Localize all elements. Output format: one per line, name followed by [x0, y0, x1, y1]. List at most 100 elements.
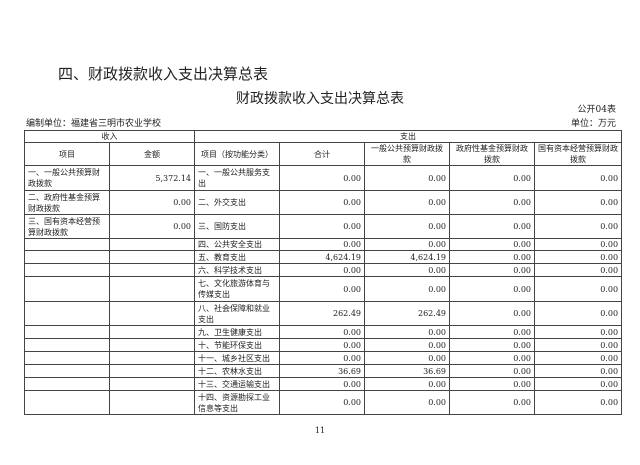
table-cell	[109, 325, 195, 339]
table-cell	[109, 250, 195, 264]
table-cell: 0.00	[364, 263, 450, 277]
table-cell: 36.69	[279, 364, 365, 378]
column-header: 合计	[279, 142, 365, 166]
page-number: 11	[314, 426, 326, 435]
table-cell	[24, 377, 110, 391]
table-cell	[109, 301, 195, 326]
table-cell: 0.00	[449, 325, 535, 339]
table-cell: 0.00	[279, 325, 365, 339]
table-cell: 0.00	[279, 165, 365, 191]
column-header: 政府性基金预算财政拨款	[449, 142, 535, 166]
table-cell	[24, 301, 110, 326]
table-cell: 四、公共安全支出	[194, 238, 280, 251]
table-cell	[109, 338, 195, 352]
table-row: 五、教育支出 4,624.19 4,624.19 0.00 0.00	[24, 250, 623, 264]
table-cell	[109, 377, 195, 391]
table-cell: 八、社会保障和就业支出	[194, 301, 280, 326]
table-row: 六、科学技术支出 0.00 0.00 0.00 0.00	[24, 263, 623, 277]
column-header: 金额	[109, 142, 195, 166]
form-number: 公开04表	[577, 105, 616, 115]
table-cell	[24, 276, 110, 302]
table-row: 九、卫生健康支出 0.00 0.00 0.00 0.00	[24, 325, 623, 339]
table-cell	[109, 351, 195, 365]
table-cell	[24, 250, 110, 264]
table-cell: 0.00	[279, 390, 365, 415]
table-cell: 36.69	[364, 364, 450, 378]
table-cell: 0.00	[279, 263, 365, 277]
table-cell: 0.00	[109, 190, 195, 215]
table-cell: 0.00	[533, 338, 623, 352]
table-cell: 0.00	[533, 165, 623, 191]
table-cell	[24, 390, 110, 415]
table-cell: 0.00	[364, 351, 450, 365]
table-cell: 0.00	[449, 165, 535, 191]
table-cell: 0.00	[449, 338, 535, 352]
table-cell	[109, 390, 195, 415]
table-cell: 0.00	[449, 190, 535, 215]
unit-label: 单位：万元	[570, 119, 616, 129]
table-cell: 0.00	[449, 276, 535, 302]
table-row: 十一、城乡社区支出 0.00 0.00 0.00 0.00	[24, 351, 623, 365]
organization: 编制单位：福建省三明市农业学校	[26, 119, 162, 129]
table-cell: 0.00	[364, 325, 450, 339]
table-row: 七、文化旅游体育与传媒支出 0.00 0.00 0.00 0.00	[24, 276, 623, 302]
table-cell: 二、政府性基金预算财政拨款	[24, 190, 110, 215]
table-cell: 0.00	[364, 214, 450, 239]
table-cell: 一、一般公共预算财政拨款	[24, 165, 110, 191]
table-row: 三、国有资本经营预算财政拨款 0.00 三、国防支出 0.00 0.00 0.00 0.00	[24, 214, 623, 239]
table-cell: 0.00	[279, 351, 365, 365]
table-cell	[24, 325, 110, 339]
table-title: 财政拨款收入支出决算总表	[236, 91, 404, 107]
table-cell: 六、科学技术支出	[194, 263, 280, 277]
table-row: 十四、资源勘探工业信息等支出 0.00 0.00 0.00 0.00	[24, 390, 623, 415]
table-cell: 0.00	[449, 301, 535, 326]
table-cell: 0.00	[449, 238, 535, 251]
table-cell: 十二、农林水支出	[194, 364, 280, 378]
table-cell: 0.00	[533, 351, 623, 365]
table-cell: 0.00	[279, 338, 365, 352]
column-header: 一般公共预算财政拨款	[364, 142, 450, 166]
table-cell: 0.00	[533, 263, 623, 277]
table-cell: 一、一般公共服务支出	[194, 165, 280, 191]
table-cell: 十三、交通运输支出	[194, 377, 280, 391]
table-row: 二、政府性基金预算财政拨款 0.00 二、外交支出 0.00 0.00 0.00 0.00	[24, 190, 623, 215]
table-cell: 五、教育支出	[194, 250, 280, 264]
table-cell: 262.49	[279, 301, 365, 326]
table-cell: 0.00	[449, 351, 535, 365]
table-cell: 三、国有资本经营预算财政拨款	[24, 214, 110, 239]
table-cell	[109, 276, 195, 302]
table-row: 四、公共安全支出 0.00 0.00 0.00 0.00	[24, 238, 623, 251]
table-cell: 0.00	[364, 238, 450, 251]
table-cell	[24, 238, 110, 251]
table-cell: 十、节能环保支出	[194, 338, 280, 352]
table-cell: 0.00	[533, 364, 623, 378]
table-cell: 0.00	[533, 214, 623, 239]
table-cell: 0.00	[533, 301, 623, 326]
column-header: 项目	[24, 142, 110, 166]
table-cell: 5,372.14	[109, 165, 195, 191]
column-header: 国有资本经营预算财政拨款	[533, 142, 623, 166]
income-header: 收入	[24, 130, 195, 143]
table-cell: 十一、城乡社区支出	[194, 351, 280, 365]
table-row: 一、一般公共预算财政拨款 5,372.14 一、一般公共服务支出 0.00 0.00 0.…	[24, 165, 623, 191]
table-cell: 0.00	[533, 250, 623, 264]
table-cell: 0.00	[364, 165, 450, 191]
table-cell	[109, 364, 195, 378]
table-cell: 0.00	[533, 190, 623, 215]
expense-header: 支出	[193, 130, 623, 143]
table-cell: 0.00	[449, 214, 535, 239]
table-cell: 0.00	[449, 263, 535, 277]
table-cell: 0.00	[364, 276, 450, 302]
table-cell: 七、文化旅游体育与传媒支出	[194, 276, 280, 302]
table-cell	[109, 238, 195, 251]
table-cell	[109, 263, 195, 277]
table-cell: 0.00	[279, 214, 365, 239]
table-cell: 十四、资源勘探工业信息等支出	[194, 390, 280, 415]
table-cell: 0.00	[449, 250, 535, 264]
table-cell: 262.49	[364, 301, 450, 326]
table-cell: 0.00	[533, 377, 623, 391]
table-cell: 0.00	[279, 238, 365, 251]
table-cell: 九、卫生健康支出	[194, 325, 280, 339]
table-row: 十二、农林水支出 36.69 36.69 0.00 0.00	[24, 364, 623, 378]
table-cell: 0.00	[533, 325, 623, 339]
